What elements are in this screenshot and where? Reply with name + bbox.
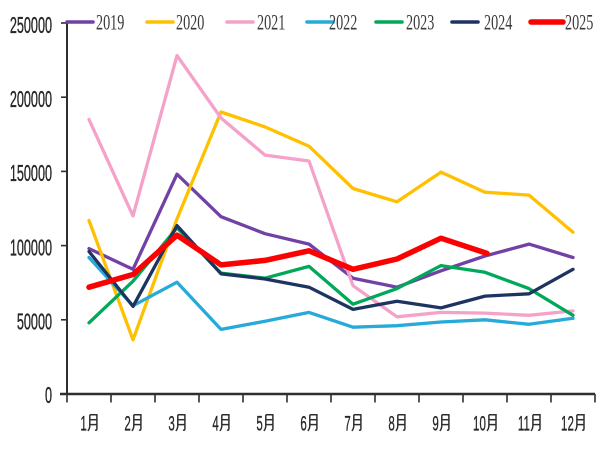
svg-text:11: 11	[518, 412, 530, 436]
svg-text:6: 6	[300, 412, 306, 436]
svg-text:150000: 150000	[10, 160, 52, 186]
svg-text:4: 4	[212, 412, 218, 436]
svg-text:2024: 2024	[484, 12, 512, 36]
svg-text:12: 12	[561, 412, 574, 436]
svg-text:2023: 2023	[406, 12, 434, 36]
svg-text:2022: 2022	[329, 12, 357, 36]
svg-text:200000: 200000	[10, 86, 52, 112]
svg-text:8: 8	[388, 412, 394, 436]
svg-text:7: 7	[344, 412, 350, 436]
svg-text:2020: 2020	[176, 12, 204, 36]
svg-text:2021: 2021	[257, 12, 285, 36]
svg-text:2025: 2025	[565, 12, 593, 36]
svg-text:9: 9	[432, 412, 438, 436]
svg-text:0: 0	[45, 382, 52, 408]
svg-text:1: 1	[80, 412, 86, 436]
svg-text:5: 5	[256, 412, 262, 436]
svg-text:3: 3	[168, 412, 174, 436]
svg-text:2019: 2019	[96, 12, 124, 36]
svg-text:2: 2	[124, 412, 130, 436]
svg-text:100000: 100000	[10, 234, 52, 260]
svg-text:50000: 50000	[17, 309, 52, 335]
svg-text:250000: 250000	[10, 12, 52, 38]
svg-text:10: 10	[473, 412, 486, 436]
